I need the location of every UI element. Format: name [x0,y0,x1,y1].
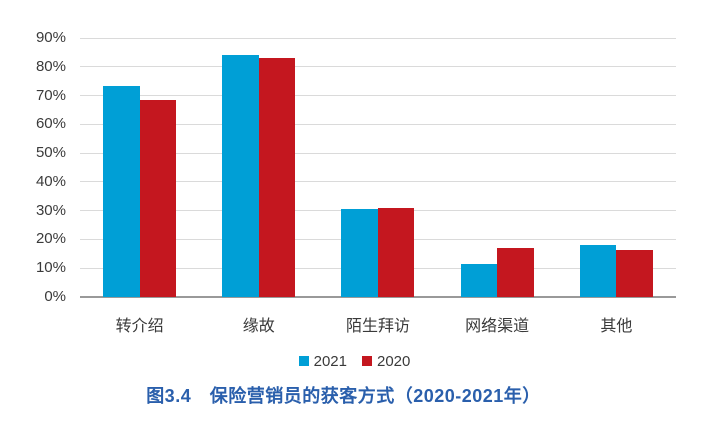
x-axis-category-label: 网络渠道 [465,318,530,335]
legend-swatch-icon [362,356,372,366]
legend: 2021 2020 [0,352,709,370]
y-gridline [80,152,676,154]
x-axis-category-label: 缘故 [242,318,275,335]
y-axis-tick-label: 0% [44,288,66,305]
y-gridline [80,181,676,183]
bar-group-5 [557,38,676,297]
figure-caption: 图3.4 保险营销员的获客方式（2020-2021年） [146,386,541,406]
bar-group-4 [438,38,557,297]
y-axis-tick-label: 60% [35,115,66,133]
legend-label: 2021 [313,352,347,370]
legend-item-2020: 2020 [362,353,410,370]
y-axis-tick-label: 30% [35,201,66,219]
bar-2021-陌生拜访 [341,208,378,297]
x-axis-line [80,296,676,298]
bar-2021-其他 [579,245,617,297]
bar-2021-缘故 [222,54,259,297]
legend-label: 2020 [377,352,411,370]
y-axis-tick-label: 70% [35,86,66,104]
x-axis-category-label: 转介绍 [115,318,164,335]
bar-group-3 [318,38,437,297]
y-gridline [80,95,676,97]
x-axis-category-label: 陌生拜访 [345,318,410,335]
y-axis-tick-label: 10% [35,259,66,277]
legend-swatch-icon [298,356,309,366]
bar-group-1 [80,38,199,297]
y-axis-tick-label: 20% [35,230,66,248]
bar-2020-缘故 [258,58,296,297]
y-axis-tick-label: 40% [35,172,66,190]
y-gridline [80,66,676,68]
bar-2020-网络渠道 [497,248,534,297]
y-gridline [80,123,676,125]
bar-2021-网络渠道 [460,263,498,297]
y-axis-tick-label: 50% [35,144,66,162]
x-axis-category-label: 其他 [600,318,633,335]
y-axis-tick-label: 80% [35,57,66,75]
y-gridline [80,37,676,39]
bar-2020-其他 [616,250,653,297]
bar-2021-转介绍 [103,86,140,297]
legend-item-2021: 2021 [298,352,347,370]
bar-group-2 [199,38,318,297]
bar-2020-陌生拜访 [377,207,415,297]
bar-2020-转介绍 [139,99,177,297]
plot-area [80,37,676,298]
y-axis-tick-label: 90% [35,29,66,46]
